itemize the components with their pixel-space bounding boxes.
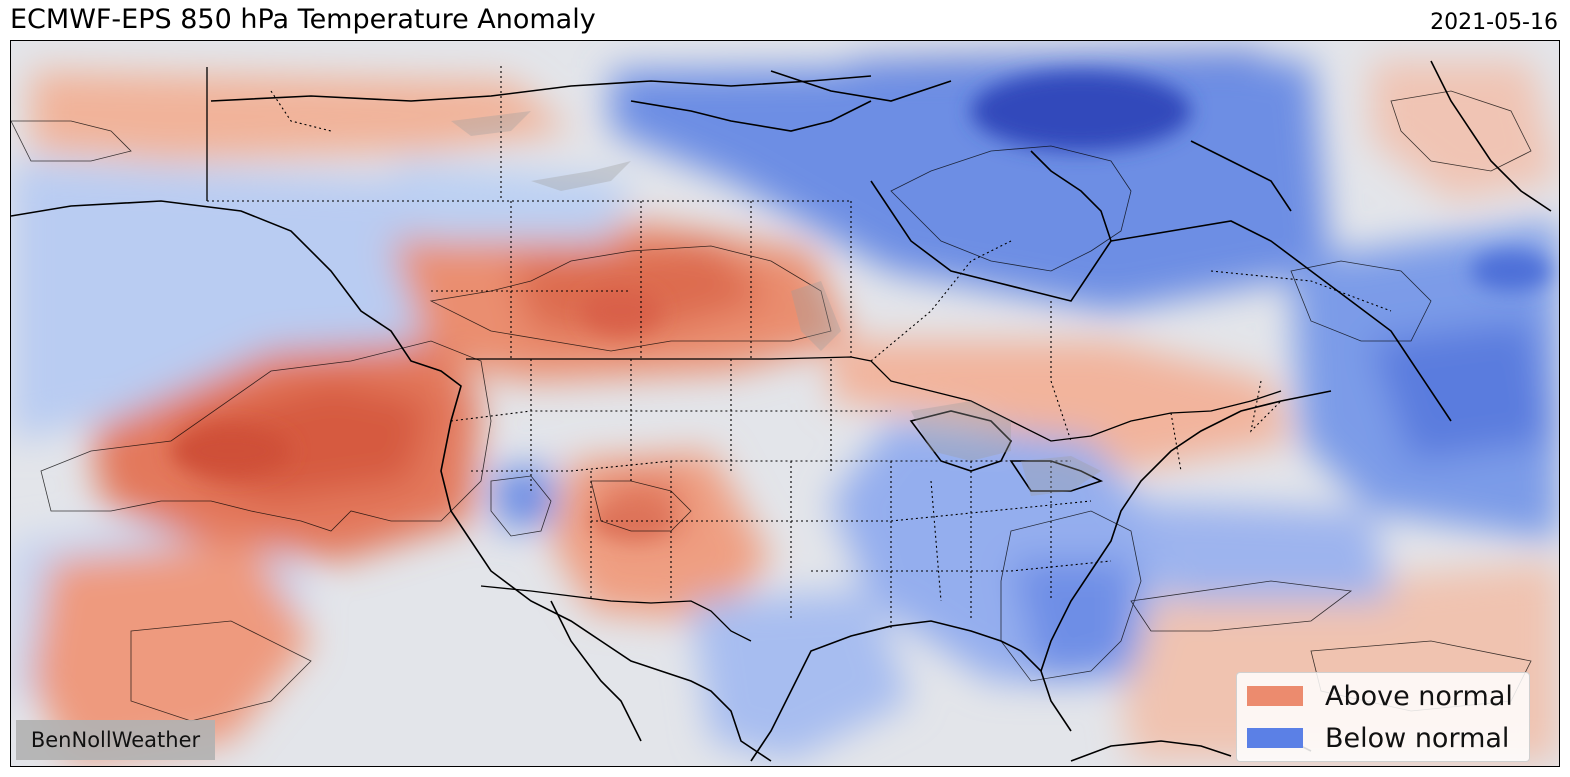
legend-label-below: Below normal [1325, 722, 1510, 754]
state-borders [207, 66, 1392, 631]
temperature-anomaly-map [10, 40, 1560, 767]
legend-item-above: Above normal [1247, 679, 1513, 713]
lake-overlays [451, 111, 1101, 496]
legend-label-above: Above normal [1325, 680, 1513, 712]
coastlines [11, 60, 1552, 762]
map-legend: Above normal Below normal [1236, 672, 1530, 762]
map-canvas [11, 41, 1559, 766]
map-title: ECMWF-EPS 850 hPa Temperature Anomaly [10, 4, 596, 35]
legend-item-below: Below normal [1247, 721, 1509, 755]
legend-swatch-above [1247, 686, 1303, 706]
country-borders [206, 67, 1282, 642]
watermark: BenNollWeather [16, 720, 215, 760]
legend-swatch-below [1247, 728, 1303, 748]
map-date: 2021-05-16 [1430, 10, 1558, 35]
